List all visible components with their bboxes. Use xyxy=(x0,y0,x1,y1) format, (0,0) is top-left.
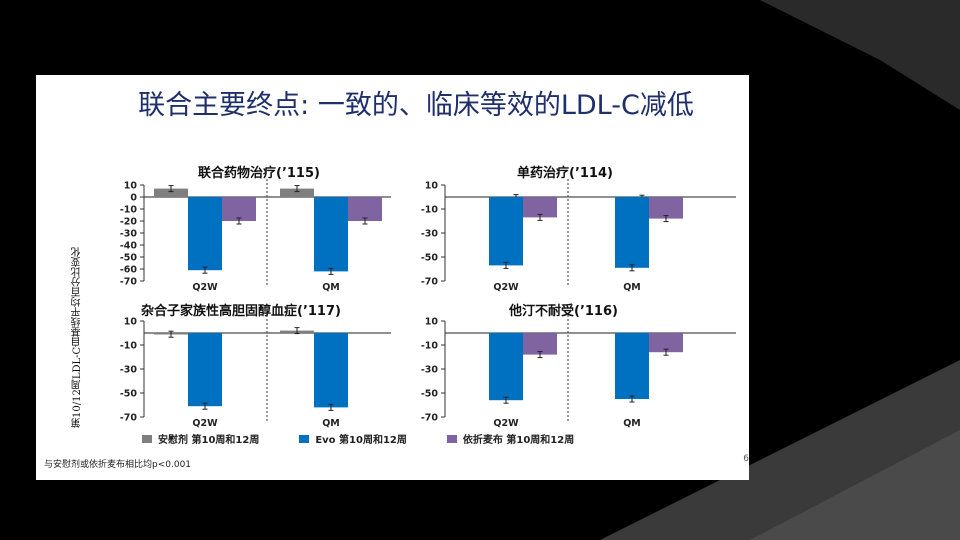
chart-3-bar-ezetimibe-QM xyxy=(649,333,683,353)
footnote: 与安慰剂或依折麦布相比均p<0.001 xyxy=(44,460,192,470)
chart-0-tick-label-2: -10 xyxy=(120,205,138,216)
chart-3-bar-ezetimibe-Q2W xyxy=(523,333,557,355)
chart-2-bar-evo-Q2W xyxy=(188,333,222,407)
legend-item-evo: Evo 第10周和12周 xyxy=(299,431,407,446)
chart-0-tick-label-8: -70 xyxy=(120,277,138,288)
slide-content: 联合主要终点: 一致的、临床等效的LDL-C减低 联合药物治疗(’115) 单药… xyxy=(36,75,749,480)
chart-3-tick-label-1: -10 xyxy=(421,341,439,352)
chart-0-bar-evo-Q2W xyxy=(188,197,222,271)
legend-label-placebo: 安慰剂 第10周和12周 xyxy=(158,435,260,446)
chart-3-tick-label-3: -50 xyxy=(421,389,439,400)
legend-swatch-placebo xyxy=(142,434,152,443)
chart-1-tick-label-0: 10 xyxy=(425,181,439,192)
chart-2-bar-evo-QM xyxy=(314,333,348,408)
chart-2-category-label-0: Q2W xyxy=(192,418,218,429)
chart-0-bar-ezetimibe-QM xyxy=(348,197,382,221)
slide-title: 联合主要终点: 一致的、临床等效的LDL-C减低 xyxy=(138,90,694,121)
chart-1-tick-label-2: -30 xyxy=(421,229,439,240)
chart-0-category-label-0: Q2W xyxy=(192,282,218,293)
chart-0-tick-label-7: -60 xyxy=(120,265,138,276)
chart-1-bar-evo-QM xyxy=(615,197,649,268)
chart-3-bar-evo-Q2W xyxy=(489,333,523,401)
chart-1-bar-ezetimibe-QM xyxy=(649,197,683,219)
chart-2-category-label-1: QM xyxy=(322,418,340,429)
chart-2-tick-label-2: -30 xyxy=(120,365,138,376)
chart-3-tick-label-2: -30 xyxy=(421,365,439,376)
chart-2-tick-label-0: 10 xyxy=(124,317,138,328)
chart-1-category-label-1: QM xyxy=(623,282,641,293)
chart-3-category-label-1: QM xyxy=(623,418,641,429)
legend: 安慰剂 第10周和12周 Evo 第10周和12周 依折麦布 第10周和12周 xyxy=(142,431,574,446)
chart-0-tick-label-3: -20 xyxy=(120,217,138,228)
bg-swoosh-top xyxy=(760,0,960,110)
panel-title-4: 他汀不耐受(’116) xyxy=(509,304,618,319)
chart-0-bar-evo-QM xyxy=(314,197,348,272)
chart-3-bar-evo-QM xyxy=(615,333,649,399)
chart-2-tick-label-4: -70 xyxy=(120,413,138,424)
charts-area: 100-10-20-30-40-50-60-70 Q2W QM10-10-30-50… xyxy=(120,179,736,429)
legend-item-ezetimibe: 依折麦布 第10周和12周 xyxy=(446,431,575,446)
chart-3-tick-label-4: -70 xyxy=(421,413,439,424)
chart-0-bar-placebo-QM xyxy=(280,188,314,197)
chart-1-tick-label-3: -50 xyxy=(421,253,439,264)
legend-item-placebo: 安慰剂 第10周和12周 xyxy=(142,431,259,446)
chart-1-bar-evo-Q2W xyxy=(489,197,523,266)
legend-label-ezetimibe: 依折麦布 第10周和12周 xyxy=(462,435,575,446)
chart-0-category-label-1: QM xyxy=(322,282,340,293)
chart-0-tick-label-0: 10 xyxy=(124,181,138,192)
panel-title-3: 杂合子家族性高胆固醇血症(’117) xyxy=(141,304,341,319)
chart-1-tick-label-4: -70 xyxy=(421,277,439,288)
bg-swoosh-bottom-light xyxy=(750,430,960,540)
chart-0-bar-placebo-Q2W xyxy=(154,188,188,197)
chart-1-bar-ezetimibe-Q2W xyxy=(523,197,557,218)
legend-label-evo: Evo 第10周和12周 xyxy=(315,435,407,446)
chart-0-tick-label-1: 0 xyxy=(130,193,137,204)
legend-swatch-evo xyxy=(299,434,310,443)
chart-0-tick-label-5: -40 xyxy=(120,241,138,252)
panel-title-2: 单药治疗(’114) xyxy=(517,166,613,181)
chart-1-category-label-0: Q2W xyxy=(493,282,519,293)
legend-swatch-ezetimibe xyxy=(446,434,457,443)
chart-3-tick-label-0: 10 xyxy=(425,317,439,328)
chart-3-category-label-0: Q2W xyxy=(493,418,519,429)
chart-2-tick-label-3: -50 xyxy=(120,389,138,400)
chart-2-tick-label-1: -10 xyxy=(120,341,138,352)
chart-0-tick-label-6: -50 xyxy=(120,253,138,264)
chart-0-tick-label-4: -30 xyxy=(120,229,138,240)
panel-title-1: 联合药物治疗(’115) xyxy=(198,166,320,181)
page-number: 6 xyxy=(743,454,749,464)
chart-1-tick-label-1: -10 xyxy=(421,205,439,216)
chart-0-bar-ezetimibe-Q2W xyxy=(222,197,256,221)
